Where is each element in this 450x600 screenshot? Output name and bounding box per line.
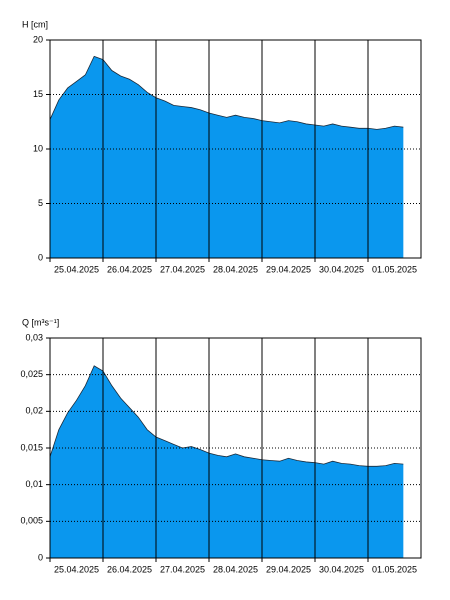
x-tick-label: 25.04.2025: [54, 264, 99, 274]
y-axis-label: Q [m³s⁻¹]: [22, 317, 59, 327]
y-tick-label: 20: [33, 34, 43, 44]
plot-frame: [49, 337, 422, 559]
x-tick-label: 28.04.2025: [213, 264, 258, 274]
x-tick-label: 27.04.2025: [160, 264, 205, 274]
x-tick-label: 29.04.2025: [266, 264, 311, 274]
y-axis-label: H [cm]: [22, 19, 48, 29]
x-tick-label: 27.04.2025: [160, 564, 205, 574]
x-tick-label: 26.04.2025: [107, 264, 152, 274]
y-tick-label: 0,02: [25, 406, 43, 416]
x-tick-label: 26.04.2025: [107, 564, 152, 574]
area-outline: [49, 365, 404, 467]
x-tick-label: 29.04.2025: [266, 564, 311, 574]
y-tick-label: 5: [38, 198, 43, 208]
y-tick-label: 0,005: [20, 516, 43, 526]
y-tick-label: 10: [33, 143, 43, 153]
y-tick-label: 15: [33, 89, 43, 99]
x-tick-label: 01.05.2025: [372, 264, 417, 274]
y-tick-label: 0,03: [25, 332, 43, 342]
x-tick-label: 25.04.2025: [54, 564, 99, 574]
y-tick-label: 0,01: [25, 479, 43, 489]
y-tick-label: 0,015: [20, 442, 43, 452]
y-tick-label: 0: [38, 252, 43, 262]
x-tick-label: 28.04.2025: [213, 564, 258, 574]
area-outline: [49, 55, 404, 130]
y-tick-label: 0: [38, 552, 43, 562]
plot-frame: [49, 39, 422, 259]
x-tick-label: 30.04.2025: [319, 564, 364, 574]
y-tick-label: 0,025: [20, 369, 43, 379]
x-tick-label: 30.04.2025: [319, 264, 364, 274]
x-tick-label: 01.05.2025: [372, 564, 417, 574]
